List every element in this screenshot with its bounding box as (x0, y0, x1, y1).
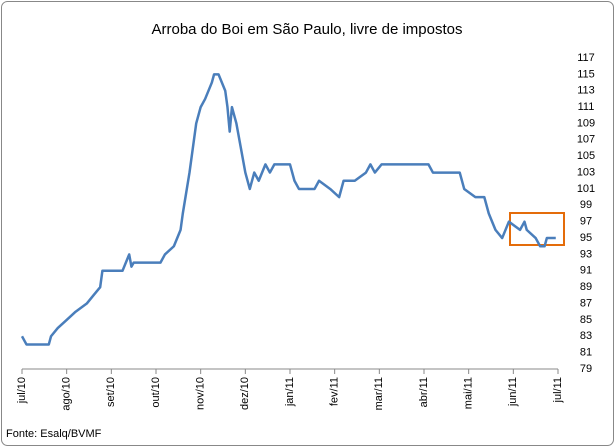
y-tick-label: 113 (577, 85, 595, 97)
x-tick-label: jul/11 (552, 377, 564, 403)
x-tick-label: dez/10 (239, 377, 251, 410)
y-tick-label: 83 (580, 330, 592, 342)
y-tick-label: 89 (580, 281, 592, 293)
y-tick-label: 91 (580, 265, 592, 277)
chart-title: Arroba do Boi em São Paulo, livre de imp… (152, 21, 463, 38)
y-tick-label: 97 (580, 216, 592, 228)
y-tick-label: 79 (580, 363, 592, 375)
x-tick-label: ago/10 (61, 377, 73, 411)
y-tick-label: 95 (580, 232, 592, 244)
price-line (20, 73, 556, 346)
x-tick-label: jul/10 (16, 377, 28, 404)
highlight-box (509, 212, 565, 246)
y-tick-label: 115 (577, 68, 595, 80)
x-tick-label: jun/11 (507, 377, 519, 407)
y-tick-label: 93 (580, 248, 592, 260)
y-tick-label: 109 (577, 117, 595, 129)
x-tick-label: jan/11 (284, 377, 296, 407)
y-tick-label: 103 (577, 166, 595, 178)
x-tick-label: mai/11 (463, 377, 475, 409)
source-note: Fonte: Esalq/BVMF (6, 428, 102, 440)
x-tick-label: nov/10 (195, 377, 207, 410)
y-tick-label: 107 (577, 134, 595, 146)
y-tick-label: 99 (580, 199, 592, 211)
y-tick-label: 105 (577, 150, 595, 162)
y-tick-label: 85 (580, 314, 592, 326)
y-tick-label: 101 (577, 183, 595, 195)
y-tick-label: 117 (577, 52, 595, 64)
y-tick-label: 87 (580, 297, 592, 309)
y-tick-label: 81 (580, 347, 592, 359)
x-tick-label: out/10 (150, 377, 162, 408)
x-tick-label: set/10 (105, 377, 117, 407)
y-tick-label: 111 (578, 101, 595, 113)
x-tick-label: abr/11 (418, 377, 430, 407)
x-tick-label: mar/11 (373, 377, 385, 410)
x-tick-label: fev/11 (329, 377, 341, 406)
